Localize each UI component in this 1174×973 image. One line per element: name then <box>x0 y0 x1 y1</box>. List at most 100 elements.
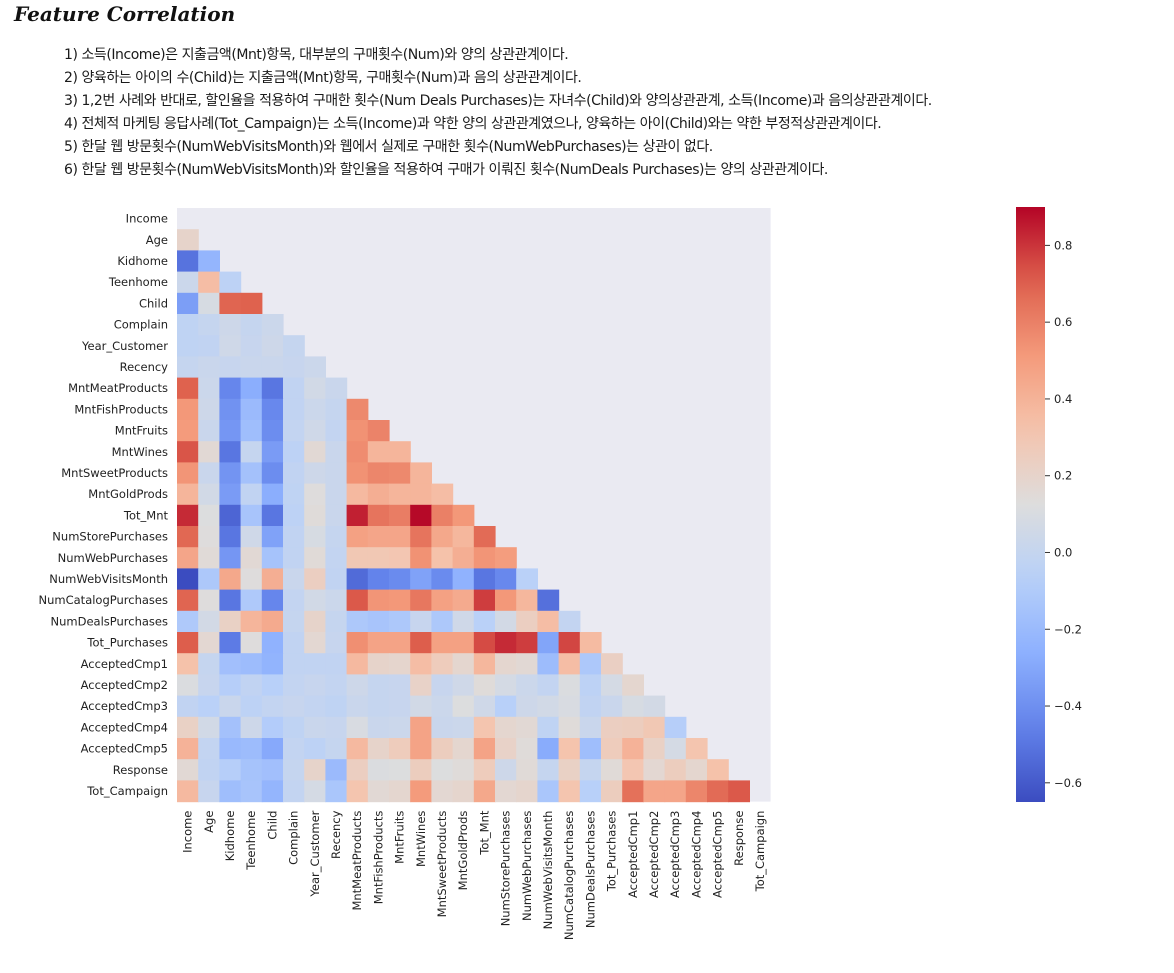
heatmap-cell <box>261 589 284 612</box>
heatmap-cell <box>410 780 432 803</box>
heatmap-cell <box>283 462 305 485</box>
heatmap-cell <box>346 547 369 569</box>
heatmap-cell <box>304 356 326 379</box>
heatmap-cell <box>537 589 560 612</box>
heatmap-cell <box>452 695 475 718</box>
heatmap-cell <box>304 653 326 675</box>
y-tick-label: NumWebPurchases <box>58 551 168 565</box>
heatmap-cell <box>219 589 242 612</box>
heatmap-cell <box>452 589 475 612</box>
heatmap-cell <box>283 674 305 697</box>
colorbar-tick-label: 0.4 <box>1054 392 1072 406</box>
colorbar-tick-label: 0.6 <box>1054 315 1072 329</box>
heatmap-cell <box>304 716 326 739</box>
heatmap-cell <box>304 738 326 760</box>
heatmap-cell <box>346 716 369 739</box>
heatmap-cell <box>558 674 581 697</box>
heatmap-cell <box>325 568 348 591</box>
heatmap-cell <box>537 695 560 718</box>
x-tick-label: Complain <box>287 811 301 865</box>
heatmap-cell <box>537 780 560 803</box>
heatmap-cell <box>198 462 220 485</box>
heatmap-cell <box>473 526 496 548</box>
heatmap-cell <box>410 759 432 781</box>
heatmap-cell <box>325 547 348 569</box>
heatmap-cell <box>685 780 708 803</box>
heatmap-cell <box>240 420 263 442</box>
heatmap-cell <box>664 759 687 781</box>
heatmap-cell <box>325 632 348 654</box>
y-tick-label: AcceptedCmp1 <box>81 657 168 671</box>
heatmap-cell <box>198 504 220 527</box>
heatmap-cell <box>177 356 199 379</box>
heatmap-cell <box>261 610 284 633</box>
heatmap-cell <box>283 738 305 760</box>
heatmap-cell <box>516 568 538 591</box>
heatmap-cell <box>473 695 496 718</box>
heatmap-cell <box>177 229 199 251</box>
x-tick-label: MntSweetProducts <box>435 811 449 918</box>
heatmap-cell <box>240 526 263 548</box>
heatmap-cell <box>346 568 369 591</box>
x-tick-label: Age <box>202 811 216 833</box>
heatmap-cell <box>473 610 496 633</box>
heatmap-cell <box>367 695 390 718</box>
heatmap-cell <box>410 738 432 760</box>
heatmap-cell <box>431 759 454 781</box>
heatmap-cell <box>346 780 369 803</box>
heatmap-cell <box>537 632 560 654</box>
heatmap-cell <box>325 674 348 697</box>
heatmap-cell <box>198 738 220 760</box>
heatmap-cell <box>346 420 369 442</box>
heatmap-cell <box>367 420 390 442</box>
note-item: 2) 양육하는 아이의 수(Child)는 지출금액(Mnt)항목, 구매횟수(… <box>64 70 582 86</box>
heatmap-cell <box>198 780 220 803</box>
heatmap-cell <box>240 738 263 760</box>
heatmap-cell <box>452 632 475 654</box>
heatmap-cell <box>452 716 475 739</box>
heatmap-cell <box>346 504 369 527</box>
heatmap-cell <box>516 695 538 718</box>
heatmap-cell <box>325 462 348 485</box>
heatmap-cell <box>622 716 644 739</box>
heatmap-cell <box>219 420 242 442</box>
y-tick-label: NumDealsPurchases <box>51 614 168 628</box>
heatmap-cell <box>198 271 220 294</box>
heatmap-cell <box>198 377 220 400</box>
heatmap-cell <box>261 695 284 718</box>
heatmap-cell <box>367 674 390 697</box>
x-tick-label: Year_Customer <box>308 810 322 897</box>
heatmap-cell <box>177 483 199 506</box>
y-tick-label: Tot_Mnt <box>123 508 169 522</box>
heatmap-cell <box>495 568 517 591</box>
heatmap-cell <box>304 674 326 697</box>
x-tick-label: AcceptedCmp1 <box>626 811 640 898</box>
heatmap-cell <box>219 462 242 485</box>
y-tick-label: Income <box>126 212 168 226</box>
colorbar-tick-label: 0.2 <box>1054 469 1072 483</box>
heatmap-cell <box>283 610 305 633</box>
heatmap-cell <box>601 780 623 803</box>
heatmap-cell <box>495 674 517 697</box>
heatmap-cell <box>219 377 242 400</box>
heatmap-cell <box>495 547 517 569</box>
heatmap-cell <box>283 568 305 591</box>
notes-list: 1) 소득(Income)은 지출금액(Mnt)항목, 대부분의 구매횟수(Nu… <box>64 44 932 182</box>
heatmap-cell <box>240 674 263 697</box>
heatmap-cell <box>240 780 263 803</box>
heatmap-cell <box>177 398 199 421</box>
heatmap-cell <box>389 568 411 591</box>
heatmap-cell <box>283 335 305 357</box>
y-tick-label: MntMeatProducts <box>68 381 168 395</box>
heatmap-cell <box>516 589 538 612</box>
heatmap-cell <box>346 632 369 654</box>
y-tick-label: NumCatalogPurchases <box>39 593 168 607</box>
heatmap-cell <box>325 398 348 421</box>
heatmap-cell <box>601 759 623 781</box>
heatmap-cell <box>367 780 390 803</box>
heatmap-cell <box>579 780 602 803</box>
heatmap-cell <box>240 504 263 527</box>
heatmap-cell <box>325 759 348 781</box>
heatmap-cell <box>346 398 369 421</box>
heatmap-cell <box>473 759 496 781</box>
